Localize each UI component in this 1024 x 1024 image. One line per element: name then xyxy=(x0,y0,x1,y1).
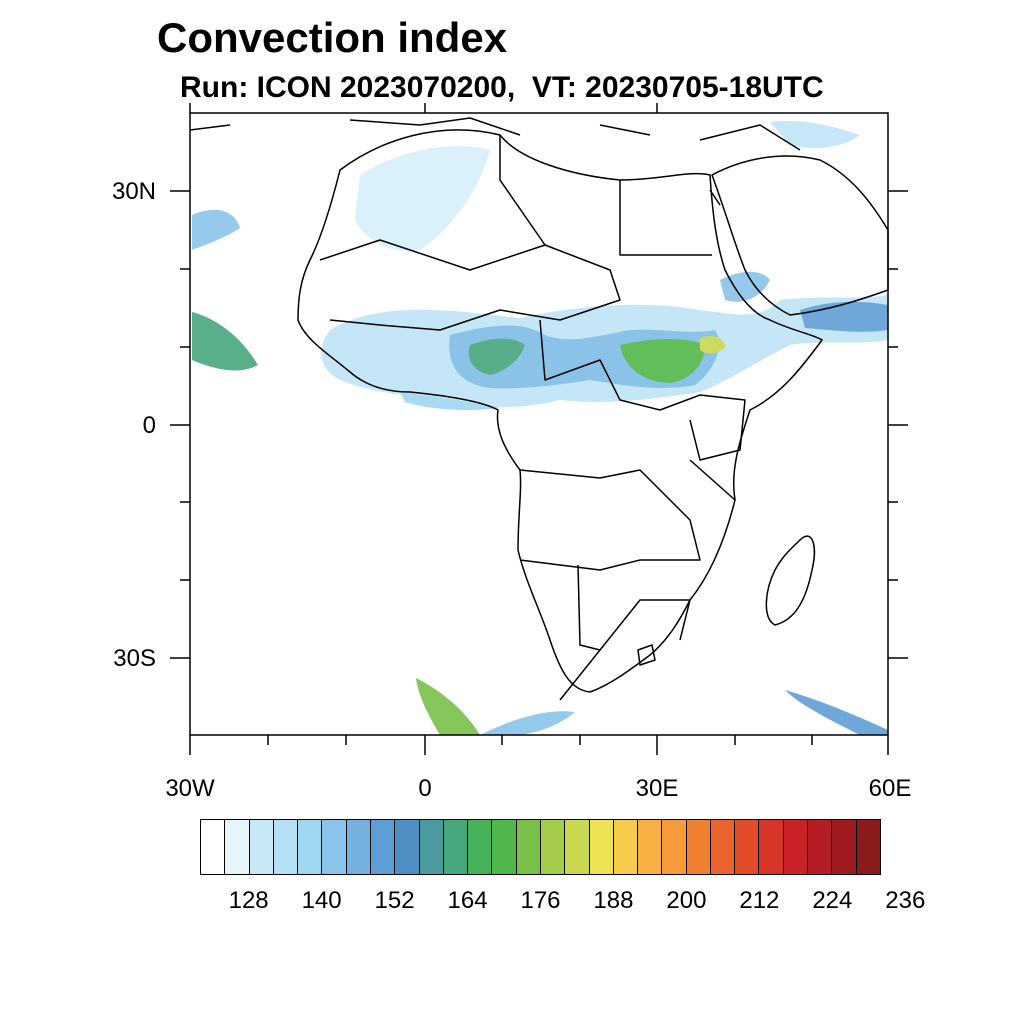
colorbar-cell xyxy=(370,820,396,874)
colorbar-tick-label: 140 xyxy=(301,887,342,914)
madagascar xyxy=(765,535,816,626)
plot-frame xyxy=(189,112,889,736)
y-axis-label-30s: 30S xyxy=(113,645,156,672)
colorbar-cell xyxy=(540,820,566,874)
colorbar-cell xyxy=(492,820,517,874)
colorbar-cell xyxy=(759,820,784,874)
colorbar-cell xyxy=(298,820,323,874)
colorbar-cell xyxy=(710,820,736,874)
colorbar-tick-label: 236 xyxy=(885,887,926,914)
colorbar-tick-label: 164 xyxy=(447,887,488,914)
colorbar-tick-label: 212 xyxy=(739,887,780,914)
africa-coastline xyxy=(297,129,823,693)
colorbar-cell xyxy=(443,820,469,874)
border-central xyxy=(539,319,701,411)
colorbar-cell xyxy=(225,820,250,874)
border-southern xyxy=(559,564,691,701)
convection-fields xyxy=(192,120,888,735)
europe-coast xyxy=(189,117,801,151)
colorbar-cell xyxy=(201,820,226,874)
convection-red-sea-area xyxy=(720,271,770,302)
colorbar-cell xyxy=(565,820,590,874)
colorbar-cell xyxy=(468,820,493,874)
convection-green-west xyxy=(468,338,525,375)
colorbar-cell xyxy=(735,820,760,874)
convection-southern-atlantic xyxy=(416,678,480,735)
convection-southern-indian xyxy=(785,690,888,735)
y-axis-label-30n: 30N xyxy=(111,178,156,205)
convection-atlantic-nw xyxy=(192,209,240,250)
x-axis-label-30w: 30W xyxy=(165,775,215,802)
colorbar-cell xyxy=(322,820,347,874)
lesotho xyxy=(637,644,656,666)
colorbar-cell xyxy=(273,820,299,874)
convection-atlantic-west xyxy=(192,312,258,371)
border-central-south xyxy=(519,469,701,571)
colorbar-tick-label: 176 xyxy=(520,887,561,914)
chart-title: Convection index xyxy=(157,14,508,61)
convection-gulf-guinea xyxy=(400,392,500,410)
colorbar-cell xyxy=(346,820,371,874)
colorbar-cell xyxy=(832,820,857,874)
colorbar-cell xyxy=(808,820,833,874)
colorbar-cell xyxy=(516,820,541,874)
y-axis-label-0: 0 xyxy=(142,412,156,439)
colorbar-tick-label: 128 xyxy=(228,887,269,914)
colorbar-tick-label: 152 xyxy=(374,887,415,914)
colorbar-cell xyxy=(419,820,444,874)
chart-subtitle: Run: ICON 2023070200, VT: 20230705-18UTC xyxy=(180,71,824,104)
colorbar-cell xyxy=(613,820,639,874)
colorbar-tick-label: 188 xyxy=(593,887,634,914)
colorbar-cell xyxy=(395,820,420,874)
colorbar-cell xyxy=(249,820,274,874)
colorbar-cell xyxy=(662,820,687,874)
colorbar-cell xyxy=(589,820,614,874)
x-axis-label-0: 0 xyxy=(418,775,432,802)
convection-med xyxy=(770,120,860,148)
border-west-africa xyxy=(319,239,621,331)
x-axis-label-30e: 30E xyxy=(635,775,679,802)
border-north xyxy=(499,135,721,256)
border-east xyxy=(689,394,746,501)
colorbar xyxy=(200,819,881,875)
arabian-peninsula xyxy=(711,155,889,316)
axis-ticks xyxy=(170,103,908,755)
convection-green-east xyxy=(620,338,705,383)
coastlines-borders xyxy=(189,117,889,701)
colorbar-cell xyxy=(638,820,663,874)
convection-sahara-north xyxy=(355,146,490,251)
x-axis-label-60e: 60E xyxy=(868,775,912,802)
colorbar-tick-label: 224 xyxy=(812,887,853,914)
colorbar-tick-label: 200 xyxy=(666,887,707,914)
colorbar-cell xyxy=(686,820,711,874)
convection-southern-band xyxy=(480,711,575,735)
convection-yellow-east xyxy=(700,336,726,354)
colorbar-cell xyxy=(783,820,809,874)
colorbar-cell xyxy=(856,820,880,874)
